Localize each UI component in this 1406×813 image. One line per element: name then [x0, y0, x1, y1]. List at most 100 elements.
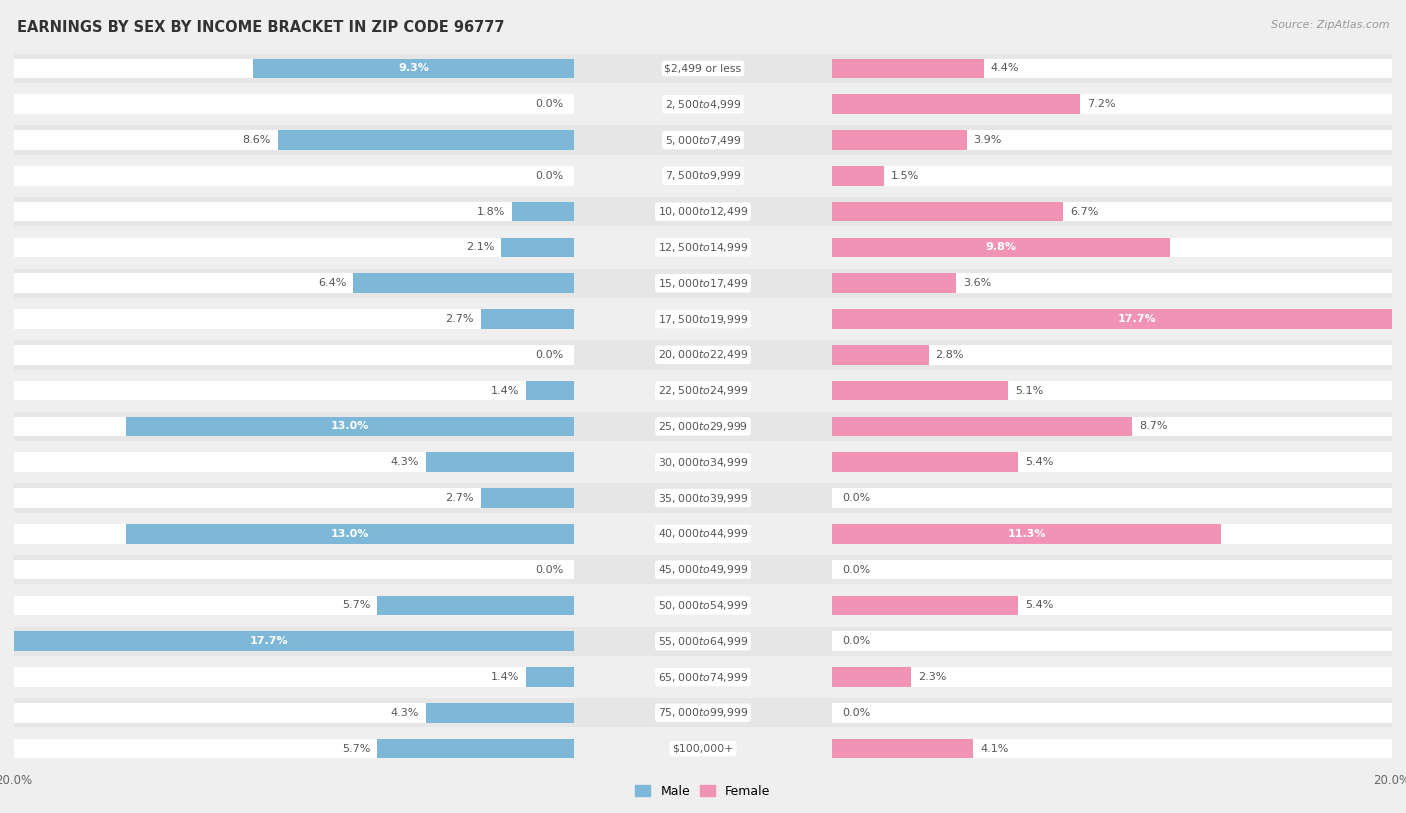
Text: 0.0%: 0.0%	[536, 564, 564, 575]
Bar	[832, 273, 1392, 293]
Text: $5,000 to $7,499: $5,000 to $7,499	[665, 133, 741, 146]
Bar	[14, 59, 574, 78]
Text: 11.3%: 11.3%	[1008, 528, 1046, 539]
Bar	[14, 555, 1392, 585]
Text: 1.4%: 1.4%	[491, 385, 519, 396]
Text: 4.3%: 4.3%	[391, 708, 419, 718]
Bar	[832, 59, 1392, 78]
Text: 17.7%: 17.7%	[1118, 314, 1156, 324]
Bar	[832, 416, 1392, 437]
Text: 7.2%: 7.2%	[1087, 99, 1115, 109]
Bar	[832, 488, 1392, 508]
Bar	[14, 268, 1392, 298]
Bar	[512, 202, 574, 221]
Bar	[832, 59, 984, 78]
Text: Source: ZipAtlas.com: Source: ZipAtlas.com	[1271, 20, 1389, 30]
Bar	[481, 488, 574, 508]
Text: 4.1%: 4.1%	[980, 744, 1008, 754]
Text: 0.0%: 0.0%	[536, 171, 564, 180]
Bar	[14, 161, 1392, 190]
Text: $7,500 to $9,999: $7,500 to $9,999	[665, 169, 741, 182]
Text: 5.7%: 5.7%	[342, 744, 371, 754]
Bar	[14, 703, 574, 723]
Text: $30,000 to $34,999: $30,000 to $34,999	[658, 456, 748, 469]
Text: $75,000 to $99,999: $75,000 to $99,999	[658, 706, 748, 720]
Text: 2.7%: 2.7%	[446, 493, 474, 503]
Text: 8.6%: 8.6%	[242, 135, 271, 145]
Bar	[14, 237, 574, 257]
Text: $45,000 to $49,999: $45,000 to $49,999	[658, 563, 748, 576]
Text: 5.4%: 5.4%	[1025, 457, 1053, 467]
Bar	[14, 94, 574, 114]
Bar	[832, 596, 1392, 615]
Bar	[426, 703, 574, 723]
Text: 2.3%: 2.3%	[918, 672, 946, 682]
Bar	[832, 202, 1392, 221]
Text: $25,000 to $29,999: $25,000 to $29,999	[658, 420, 748, 433]
Text: 4.3%: 4.3%	[391, 457, 419, 467]
Bar	[526, 667, 574, 687]
Bar	[14, 309, 574, 329]
Text: $22,500 to $24,999: $22,500 to $24,999	[658, 384, 748, 397]
Text: 9.3%: 9.3%	[398, 63, 429, 73]
Text: 0.0%: 0.0%	[536, 99, 564, 109]
Text: 6.4%: 6.4%	[318, 278, 346, 289]
Bar	[14, 125, 1392, 154]
Text: $10,000 to $12,499: $10,000 to $12,499	[658, 205, 748, 218]
Text: 5.4%: 5.4%	[1025, 601, 1053, 611]
Legend: Male, Female: Male, Female	[631, 781, 775, 802]
Text: $15,000 to $17,499: $15,000 to $17,499	[658, 276, 748, 289]
Bar	[14, 734, 1392, 763]
Bar	[832, 452, 1018, 472]
Bar	[832, 632, 1392, 651]
Text: $12,500 to $14,999: $12,500 to $14,999	[658, 241, 748, 254]
Bar	[832, 202, 1063, 221]
Text: $17,500 to $19,999: $17,500 to $19,999	[658, 312, 748, 325]
Bar	[14, 202, 574, 221]
Bar	[481, 309, 574, 329]
Bar	[14, 233, 1392, 262]
Bar	[14, 54, 1392, 83]
Bar	[832, 739, 1392, 759]
Text: 13.0%: 13.0%	[330, 421, 370, 432]
Bar	[832, 380, 1392, 401]
Bar	[14, 166, 574, 185]
Bar	[14, 596, 574, 615]
Bar	[832, 524, 1222, 544]
Bar	[14, 520, 1392, 549]
Bar	[14, 667, 574, 687]
Text: 0.0%: 0.0%	[842, 637, 870, 646]
Bar	[832, 130, 966, 150]
Bar	[832, 416, 1132, 437]
Text: $35,000 to $39,999: $35,000 to $39,999	[658, 492, 748, 505]
Bar	[832, 452, 1392, 472]
Text: 6.7%: 6.7%	[1070, 207, 1098, 216]
Bar	[832, 166, 884, 185]
Text: $65,000 to $74,999: $65,000 to $74,999	[658, 671, 748, 684]
Bar	[14, 663, 1392, 692]
Bar	[14, 488, 574, 508]
Text: 1.8%: 1.8%	[477, 207, 505, 216]
Text: 0.0%: 0.0%	[842, 493, 870, 503]
Bar	[14, 484, 1392, 513]
Bar	[14, 416, 574, 437]
Text: 8.7%: 8.7%	[1139, 421, 1167, 432]
Bar	[832, 130, 1392, 150]
Text: 0.0%: 0.0%	[842, 564, 870, 575]
Bar	[14, 524, 574, 544]
Bar	[502, 237, 574, 257]
Text: 5.7%: 5.7%	[342, 601, 371, 611]
Bar	[14, 130, 574, 150]
Bar	[832, 380, 1008, 401]
Bar	[14, 304, 1392, 333]
Bar	[127, 524, 574, 544]
Bar	[14, 447, 1392, 477]
Bar	[14, 273, 574, 293]
Bar	[14, 89, 1392, 119]
Bar	[14, 411, 1392, 441]
Text: 9.8%: 9.8%	[986, 242, 1017, 253]
Bar	[14, 376, 1392, 406]
Text: $100,000+: $100,000+	[672, 744, 734, 754]
Bar	[832, 345, 1392, 365]
Bar	[832, 596, 1018, 615]
